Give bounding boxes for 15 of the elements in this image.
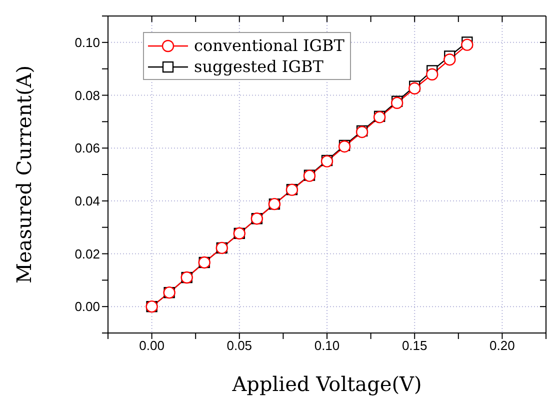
x-tick-label: 0.10	[314, 338, 340, 354]
legend-label: suggested IGBT	[194, 57, 324, 76]
text: 0.00	[139, 338, 164, 354]
x-axis-title: Applied Voltage(V)	[231, 372, 422, 396]
legend-label: conventional IGBT	[194, 36, 344, 55]
y-axis-title: Measured Current(A)	[12, 65, 36, 284]
y-tick-label: 0.08	[74, 88, 100, 103]
x-tick-label: 0.05	[226, 338, 252, 354]
y-tick-label: 0.02	[74, 246, 100, 262]
x-tick-label: 0.20	[490, 338, 515, 354]
x-tick-label: 0.15	[402, 338, 428, 354]
y-tick-label: 0.00	[74, 299, 100, 314]
y-tick-label: 0.04	[74, 194, 100, 209]
y-tick-label: 0.10	[74, 35, 100, 50]
y-tick-label: 0.06	[74, 140, 100, 156]
